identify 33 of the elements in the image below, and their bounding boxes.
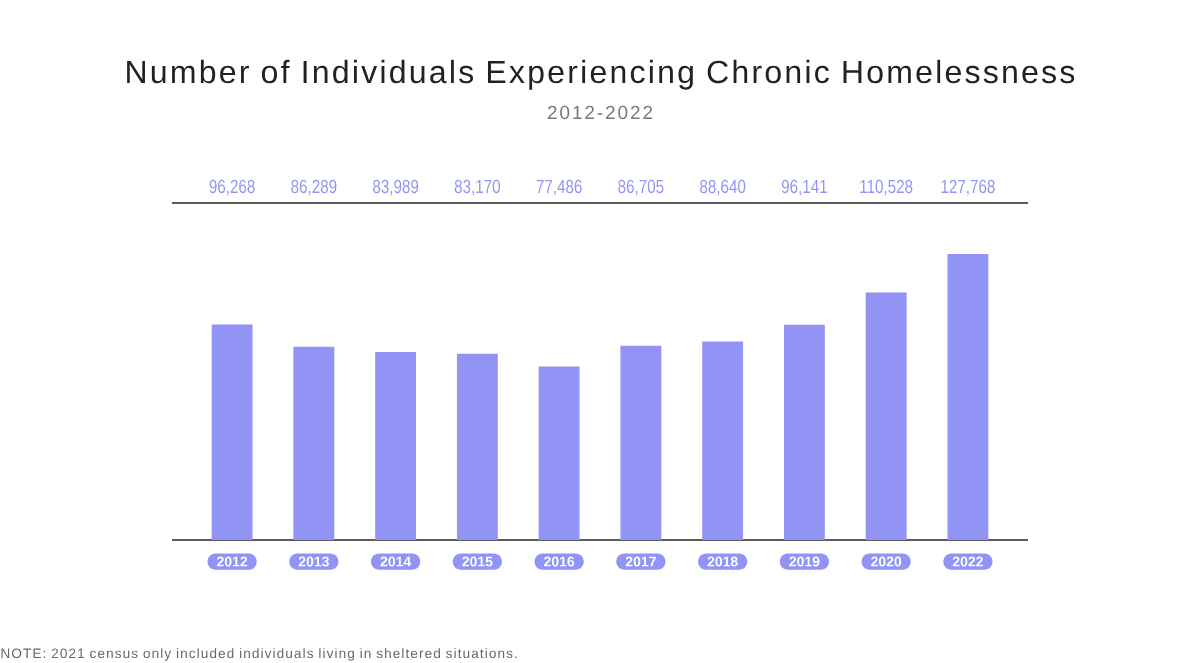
bar: [375, 351, 417, 540]
chart-title: Number of Individuals Experiencing Chronic Homelessness: [127, 59, 1075, 90]
data-label: 96,141: [781, 179, 827, 196]
data-label: 88,640: [700, 179, 746, 196]
bar: [783, 324, 825, 540]
data-label: 86,705: [618, 179, 664, 196]
x-tick-label: 2019: [789, 556, 820, 567]
bar: [702, 341, 744, 540]
bar: [293, 346, 335, 540]
data-label: 77,486: [536, 179, 582, 196]
bar: [947, 253, 989, 540]
x-tick-label: 2014: [380, 556, 412, 567]
data-label: 110,528: [860, 179, 913, 196]
x-tick-label: 2018: [707, 556, 738, 567]
x-tick-label: 2012: [217, 556, 248, 567]
x-tick-label: 2020: [871, 556, 902, 567]
data-label: 86,289: [291, 179, 337, 196]
bar: [211, 324, 253, 540]
x-tick-label: 2013: [298, 556, 329, 567]
text: NOTE: 2021 census only included individuals living in sheltered situations.: [1, 648, 517, 661]
bar: [456, 353, 498, 540]
x-tick-label: 2022: [952, 556, 983, 567]
data-label: 96,268: [209, 179, 255, 196]
data-label: 127,768: [941, 179, 995, 196]
chart-subtitle: 2012-2022: [547, 105, 653, 120]
bar: [620, 345, 662, 540]
bar: [865, 292, 907, 540]
bar: [538, 366, 580, 540]
data-label: 83,170: [454, 179, 501, 196]
x-tick-label: 2015: [462, 556, 493, 567]
x-tick-label: 2016: [544, 556, 575, 567]
data-label: 83,989: [373, 179, 419, 196]
x-tick-label: 2017: [625, 556, 656, 567]
